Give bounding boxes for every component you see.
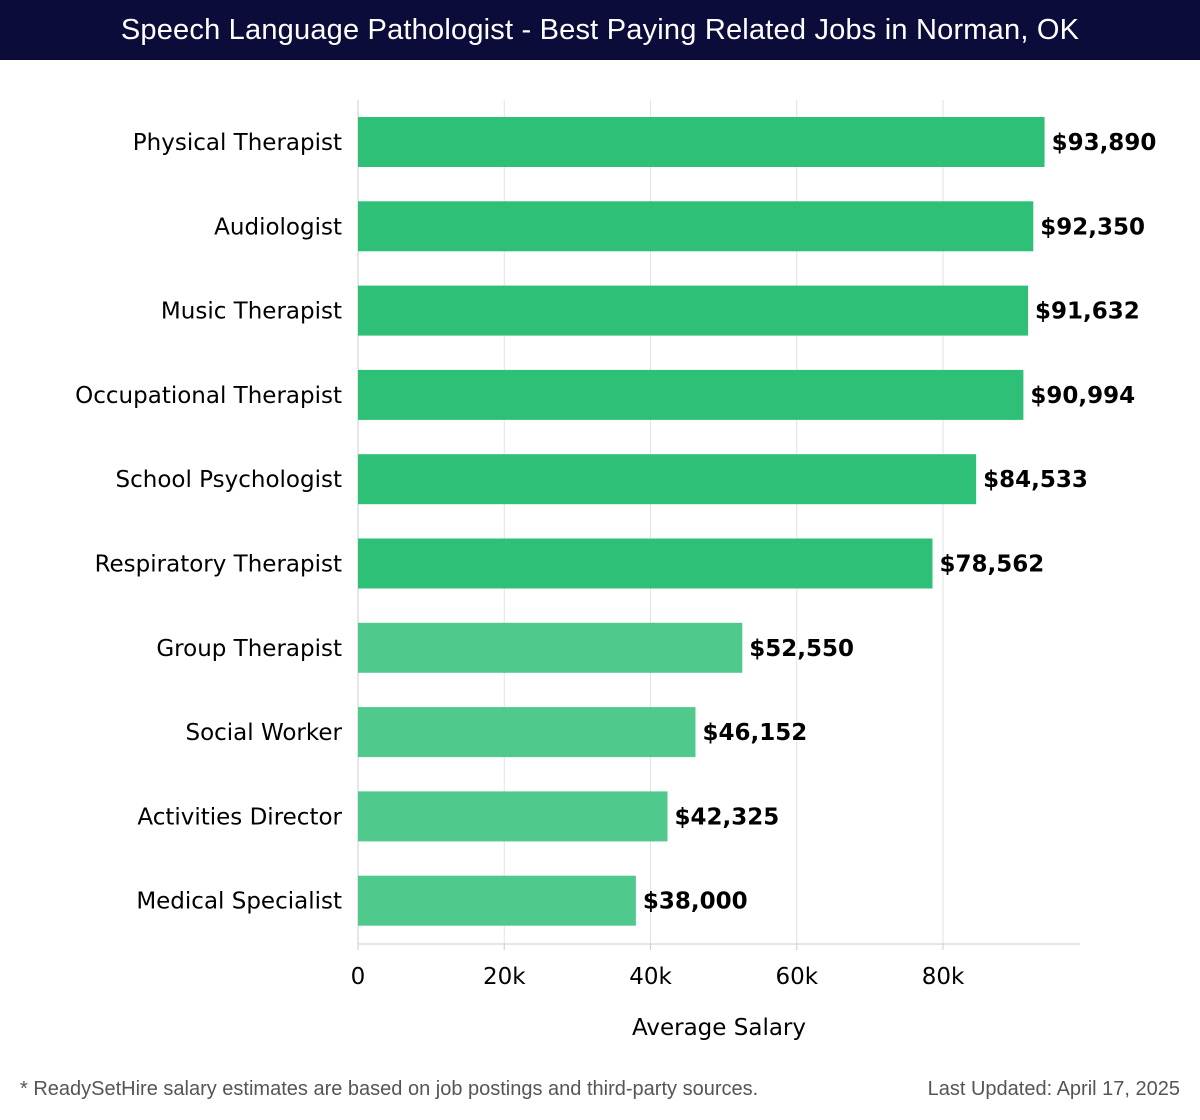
x-axis-title: Average Salary — [632, 1015, 806, 1041]
chart-title-bar: Speech Language Pathologist - Best Payin… — [0, 0, 1200, 60]
bar — [358, 201, 1034, 252]
category-label: Respiratory Therapist — [95, 552, 342, 578]
bar — [358, 285, 1029, 336]
category-label: Audiologist — [214, 214, 342, 240]
category-label: Group Therapist — [156, 636, 342, 662]
category-label: Social Worker — [185, 720, 342, 746]
x-tick-label: 60k — [775, 964, 818, 990]
bar — [358, 369, 1024, 420]
x-tick-label: 0 — [351, 964, 366, 990]
data-label: $38,000 — [643, 889, 748, 915]
data-label: $92,350 — [1040, 214, 1145, 240]
data-label: $93,890 — [1052, 130, 1157, 156]
category-label: Medical Specialist — [136, 889, 342, 915]
last-updated: Last Updated: April 17, 2025 — [927, 1078, 1180, 1100]
bar — [358, 117, 1045, 167]
data-label: $42,325 — [675, 804, 780, 830]
data-label: $78,562 — [939, 552, 1044, 578]
salary-bar-chart: 0 20k 40k 60k 80k Average Salary Physical Ther… — [75, 100, 1157, 1041]
data-label: $84,533 — [983, 467, 1088, 493]
data-label: $52,550 — [749, 636, 854, 662]
category-label: Occupational Therapist — [75, 383, 342, 409]
x-tick-label: 40k — [629, 964, 672, 990]
data-label: $90,994 — [1030, 383, 1135, 409]
chart-title: Speech Language Pathologist - Best Payin… — [120, 13, 1080, 46]
x-tick-label: 80k — [922, 964, 965, 990]
category-label: School Psychologist — [116, 467, 342, 493]
bar — [358, 538, 933, 589]
x-tick-label: 20k — [483, 964, 526, 990]
bar — [358, 791, 668, 842]
bar — [358, 707, 696, 758]
bar — [358, 875, 636, 926]
category-label: Physical Therapist — [133, 130, 342, 156]
data-label: $46,152 — [702, 720, 807, 746]
bar — [358, 454, 977, 505]
footer-note: * ReadySetHire salary estimates are base… — [20, 1078, 759, 1100]
data-label: $91,632 — [1035, 299, 1140, 325]
category-label: Music Therapist — [161, 299, 342, 325]
category-label: Activities Director — [137, 804, 342, 830]
bar — [358, 622, 743, 673]
